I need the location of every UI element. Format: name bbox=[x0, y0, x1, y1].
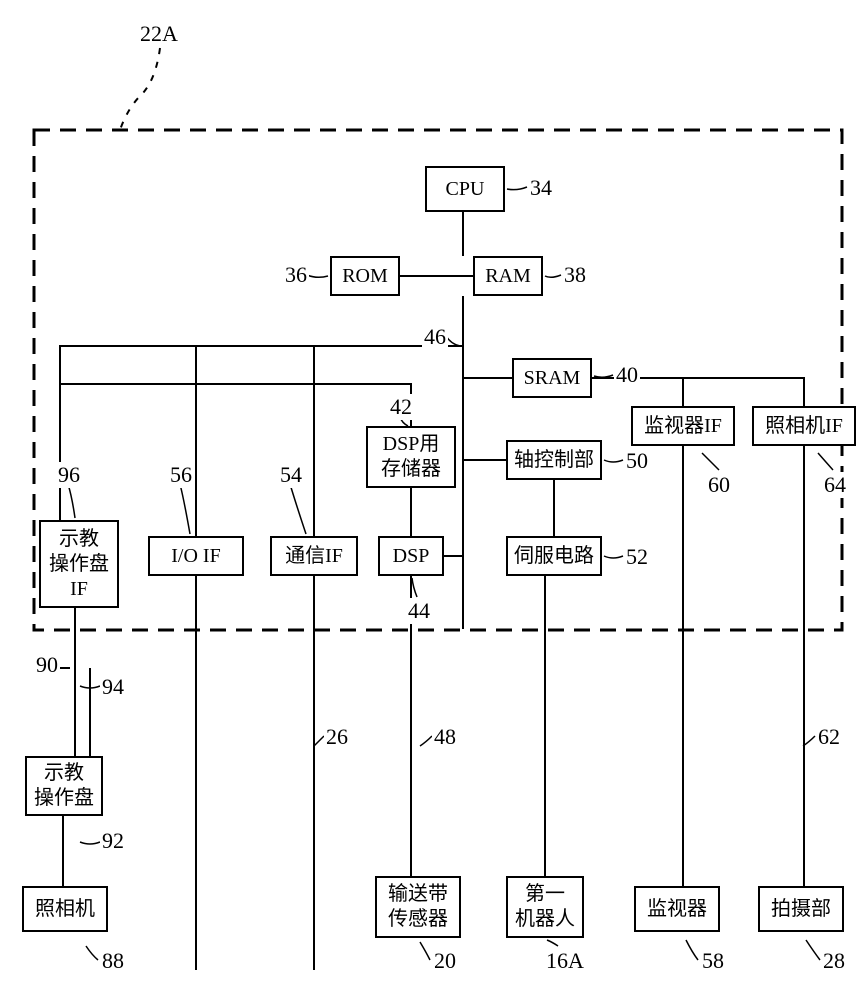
label-46: 46 bbox=[422, 324, 448, 350]
block-ram: RAM bbox=[473, 256, 543, 296]
label-40: 40 bbox=[614, 362, 640, 388]
block-monitor_if: 监视器IF bbox=[631, 406, 735, 446]
block-rom: ROM bbox=[330, 256, 400, 296]
label-56: 56 bbox=[168, 462, 194, 488]
label-20: 20 bbox=[432, 948, 458, 974]
block-cpu: CPU bbox=[425, 166, 505, 212]
label-42: 42 bbox=[388, 394, 414, 420]
label-52: 52 bbox=[624, 544, 650, 570]
block-dsp: DSP bbox=[378, 536, 444, 576]
label-38: 38 bbox=[562, 262, 588, 288]
block-monitor: 监视器 bbox=[634, 886, 720, 932]
label-96: 96 bbox=[56, 462, 82, 488]
block-teach_pan: 示教 操作盘 bbox=[25, 756, 103, 816]
label-54: 54 bbox=[278, 462, 304, 488]
block-camera: 照相机 bbox=[22, 886, 108, 932]
label-22A: 22A bbox=[138, 21, 180, 47]
block-axis: 轴控制部 bbox=[506, 440, 602, 480]
block-teach_if: 示教 操作盘 IF bbox=[39, 520, 119, 608]
block-dsp_mem: DSP用 存储器 bbox=[366, 426, 456, 488]
label-36: 36 bbox=[283, 262, 309, 288]
block-comm_if: 通信IF bbox=[270, 536, 358, 576]
block-sram: SRAM bbox=[512, 358, 592, 398]
label-64: 64 bbox=[822, 472, 848, 498]
label-50: 50 bbox=[624, 448, 650, 474]
label-58: 58 bbox=[700, 948, 726, 974]
diagram-lines bbox=[0, 0, 864, 1000]
block-shoot: 拍摄部 bbox=[758, 886, 844, 932]
block-camera_if: 照相机IF bbox=[752, 406, 856, 446]
block-robot: 第一 机器人 bbox=[506, 876, 584, 938]
label-16A: 16A bbox=[544, 948, 586, 974]
block-io_if: I/O IF bbox=[148, 536, 244, 576]
label-26: 26 bbox=[324, 724, 350, 750]
label-48: 48 bbox=[432, 724, 458, 750]
label-88: 88 bbox=[100, 948, 126, 974]
label-90: 90 bbox=[34, 652, 60, 678]
label-92: 92 bbox=[100, 828, 126, 854]
block-servo: 伺服电路 bbox=[506, 536, 602, 576]
label-28: 28 bbox=[821, 948, 847, 974]
label-60: 60 bbox=[706, 472, 732, 498]
label-44: 44 bbox=[406, 598, 432, 624]
block-belt: 输送带 传感器 bbox=[375, 876, 461, 938]
label-34: 34 bbox=[528, 175, 554, 201]
label-94: 94 bbox=[100, 674, 126, 700]
label-62: 62 bbox=[816, 724, 842, 750]
